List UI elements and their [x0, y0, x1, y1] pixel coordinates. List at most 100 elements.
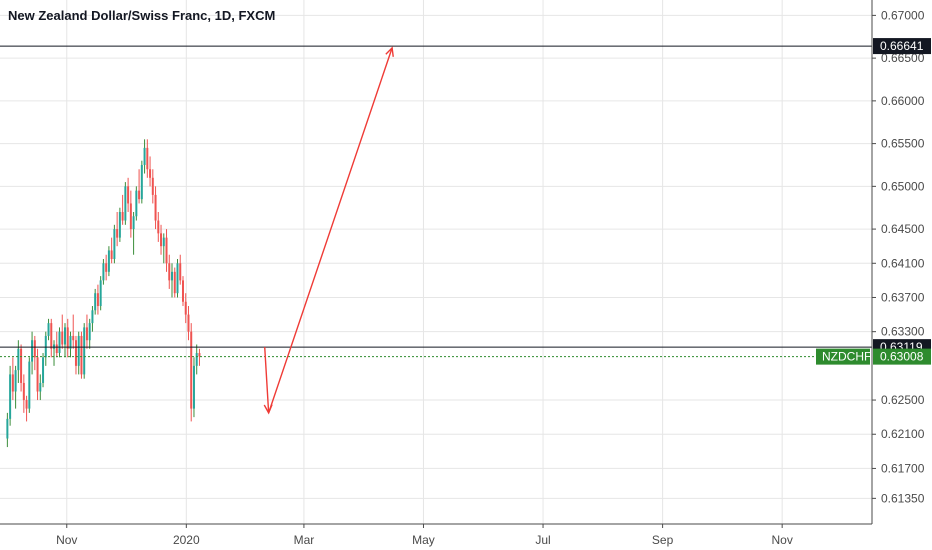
candle-body — [146, 147, 149, 170]
projection-up-arrowhead — [385, 46, 394, 57]
candle-body — [53, 344, 56, 349]
candle-body — [168, 263, 171, 281]
candle-body — [116, 229, 119, 238]
candle-body — [195, 353, 198, 366]
y-tick-label: 0.66500 — [881, 51, 925, 65]
y-tick-label: 0.66000 — [881, 94, 925, 108]
candle-body — [22, 382, 25, 401]
time-axis[interactable]: Nov 2020 Mar May Jul Sep Nov — [56, 524, 793, 547]
candle-body — [55, 344, 58, 354]
candle-body — [160, 233, 163, 247]
candle-body — [17, 348, 20, 371]
candle-body — [80, 335, 83, 375]
candle-body — [31, 340, 34, 362]
candle-body — [173, 271, 176, 294]
candle-body — [77, 335, 80, 366]
candle-body — [33, 340, 36, 358]
candle-body — [99, 280, 102, 307]
candle-body — [171, 271, 174, 281]
candle-body — [94, 293, 97, 311]
candle-body — [88, 323, 91, 341]
candle-body — [25, 400, 28, 409]
candle-body — [83, 327, 86, 375]
x-tick-label: Nov — [56, 533, 77, 547]
price-level-label-bg — [873, 38, 931, 55]
candle-body — [11, 374, 14, 392]
candle-body — [151, 177, 154, 195]
candle-body — [6, 418, 9, 439]
y-tick-label: 0.61700 — [881, 461, 925, 475]
candle-body — [179, 263, 182, 281]
candle-body — [135, 190, 138, 217]
y-tick-label: 0.62500 — [881, 393, 925, 407]
y-tick-label: 0.63300 — [881, 325, 925, 339]
y-tick-label: 0.62100 — [881, 427, 925, 441]
price-level-label: 0.66641 — [880, 39, 924, 53]
candle-body — [28, 361, 31, 409]
candle-body — [118, 211, 121, 238]
candle-body — [102, 263, 105, 281]
candle-body — [39, 382, 42, 392]
candle-body — [190, 331, 193, 409]
candle-body — [58, 331, 61, 354]
x-tick-label: Nov — [771, 533, 792, 547]
candle-body — [63, 327, 66, 345]
candle-body — [50, 323, 53, 349]
projection-down-arrowhead — [263, 404, 273, 415]
price-axis[interactable]: 0.67000 0.66500 0.66000 0.65500 0.65000 0.645… — [872, 8, 925, 505]
y-tick-label: 0.67000 — [881, 8, 925, 22]
candle-body — [74, 340, 77, 366]
y-tick-label: 0.65500 — [881, 137, 925, 151]
candle-body — [72, 335, 75, 341]
y-tick-label: 0.65000 — [881, 179, 925, 193]
symbol-label: NZDCHF — [822, 350, 871, 364]
x-tick-label: May — [412, 533, 435, 547]
candle-body — [36, 357, 39, 392]
candle-body — [107, 250, 110, 272]
candle-body — [42, 357, 45, 383]
candle-body — [47, 323, 50, 336]
candle-body — [121, 211, 124, 221]
candle-body — [127, 186, 130, 204]
candle-body — [184, 301, 187, 315]
y-tick-label: 0.61350 — [881, 491, 925, 505]
candle-body — [91, 310, 94, 324]
candle-body — [129, 203, 132, 230]
candle-body — [132, 216, 135, 230]
candle-body — [149, 169, 152, 178]
symbol-label-bg — [816, 348, 870, 365]
price-levels-layer — [0, 45, 872, 358]
candle-body — [138, 190, 141, 200]
x-tick-label: Jul — [535, 533, 550, 547]
candle-body — [162, 237, 165, 247]
y-tick-label: 0.63700 — [881, 290, 925, 304]
candle-body — [198, 353, 201, 357]
candle-body — [69, 335, 72, 349]
x-tick-label: 2020 — [173, 533, 200, 547]
x-tick-label: Mar — [294, 533, 315, 547]
candle-body — [157, 220, 160, 234]
projection-arrow-layer — [263, 46, 394, 415]
candle-body — [192, 365, 195, 409]
candle-body — [124, 186, 127, 221]
candle-body — [14, 370, 17, 392]
candle-body — [113, 229, 116, 260]
candle-body — [105, 263, 108, 272]
last-price-label-bg — [873, 348, 931, 365]
candle-body — [96, 293, 99, 307]
candle-body — [110, 250, 113, 260]
candle-body — [44, 335, 47, 358]
candle-body — [143, 147, 146, 165]
candle-body — [61, 331, 64, 345]
candle-body — [85, 327, 88, 341]
candle-body — [165, 237, 168, 264]
candles-layer — [6, 139, 201, 448]
candle-body — [9, 374, 12, 419]
candle-body — [154, 194, 157, 221]
candle-body — [187, 314, 190, 332]
candle-body — [176, 263, 179, 294]
candle-body — [66, 327, 69, 349]
